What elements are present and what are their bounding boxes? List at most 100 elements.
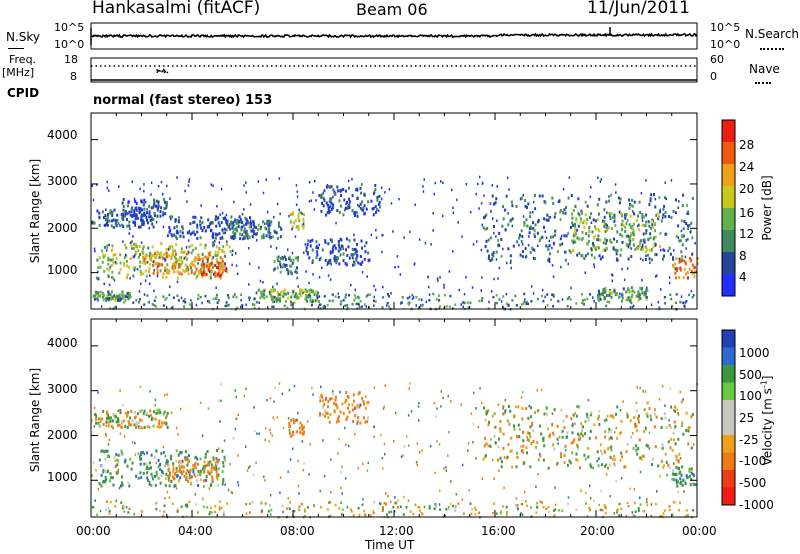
velocity-cell (102, 423, 105, 426)
power-cell (683, 220, 686, 223)
velocity-cell (126, 425, 129, 429)
power-cell (631, 238, 634, 242)
power-cell (236, 306, 239, 310)
power-cell (175, 261, 178, 265)
power-cell (615, 258, 618, 262)
power-cell (594, 247, 597, 251)
velocity-cell (608, 446, 611, 450)
velocity-cell (364, 395, 367, 399)
velocity-cell (507, 443, 510, 447)
power-cell (287, 248, 289, 251)
velocity-cell (625, 450, 628, 454)
power-cell (609, 213, 612, 217)
power-cell (208, 225, 211, 229)
power-cell (406, 296, 409, 300)
power-cell (201, 252, 204, 256)
power-cell (205, 272, 208, 276)
velocity-cell (105, 432, 107, 436)
power-cell (493, 277, 495, 281)
power-cell (605, 304, 608, 308)
power-cell (452, 206, 454, 209)
power-cell (170, 255, 173, 259)
velocity-cell (560, 408, 563, 412)
velocity-cell (220, 383, 222, 386)
freq-right-tick-bottom: 0 (710, 70, 717, 83)
power-cell (274, 298, 277, 302)
power-cell (625, 222, 628, 226)
power-cell (466, 301, 469, 304)
velocity-cell (364, 420, 367, 424)
power-cell (683, 234, 686, 238)
power-cell (566, 305, 569, 308)
velocity-cell (515, 435, 518, 439)
power-cell (124, 298, 127, 302)
power-cell (609, 217, 612, 220)
velocity-cell (223, 439, 226, 442)
power-cell (522, 250, 524, 254)
velocity-cell (625, 514, 628, 518)
velocity-cell (645, 443, 648, 447)
velocity-cell (94, 413, 97, 416)
power-cell (171, 215, 174, 219)
power-cell (110, 224, 113, 228)
power-cell (617, 196, 620, 200)
power-cell (595, 227, 597, 231)
power-cell (324, 241, 327, 244)
power-cell (165, 247, 168, 251)
velocity-cell (505, 505, 508, 509)
power-cell (618, 201, 621, 205)
velocity-cell (148, 425, 151, 429)
velocity-cell (670, 437, 673, 441)
power-cell (138, 211, 141, 214)
power-cell (118, 271, 121, 275)
velocity-cell (178, 469, 181, 473)
power-cell (378, 203, 380, 206)
velocity-cell (609, 436, 612, 440)
velocity-cell (130, 467, 133, 471)
power-cell (663, 196, 666, 200)
power-cell (646, 286, 648, 289)
velocity-cell (215, 464, 218, 468)
velocity-cell (485, 442, 488, 446)
velocity-cell (545, 507, 548, 510)
power-cell (276, 266, 279, 270)
power-cell (640, 247, 643, 251)
velocity-cell (682, 398, 684, 401)
velocity-cell (608, 437, 611, 441)
velocity-cell (367, 461, 369, 465)
velocity-cell (166, 411, 169, 415)
power-cell (422, 185, 424, 188)
power-cell (234, 218, 237, 222)
power-cell (95, 291, 98, 295)
power-cell (598, 197, 601, 201)
velocity-cell (98, 458, 101, 462)
power-cell (129, 241, 132, 244)
velocity-cell (165, 472, 168, 476)
velocity-cell (287, 497, 289, 500)
power-cell (100, 291, 103, 295)
power-cell (152, 225, 155, 229)
velocity-cell (234, 427, 236, 431)
velocity-cell (535, 511, 538, 514)
velocity-cell (593, 423, 596, 427)
power-cell (322, 192, 324, 195)
power-cell (155, 254, 158, 257)
power-cell (541, 194, 544, 198)
power-cell (525, 256, 527, 259)
velocity-cell (288, 429, 291, 432)
velocity-cell (155, 449, 158, 453)
velocity-cell (509, 409, 512, 413)
power-cell (352, 263, 354, 267)
power-cell (353, 247, 356, 251)
velocity-cell (587, 447, 590, 450)
velocity-cell (155, 412, 158, 415)
power-cell (343, 198, 346, 202)
power-cell (574, 222, 577, 226)
velocity-colorbar-label-end: ] (760, 375, 775, 381)
power-cell (292, 292, 294, 296)
velocity-cell (676, 480, 679, 484)
power-cell (126, 264, 128, 268)
freq-right-tick-top: 60 (710, 53, 724, 66)
velocity-cell (221, 449, 224, 453)
